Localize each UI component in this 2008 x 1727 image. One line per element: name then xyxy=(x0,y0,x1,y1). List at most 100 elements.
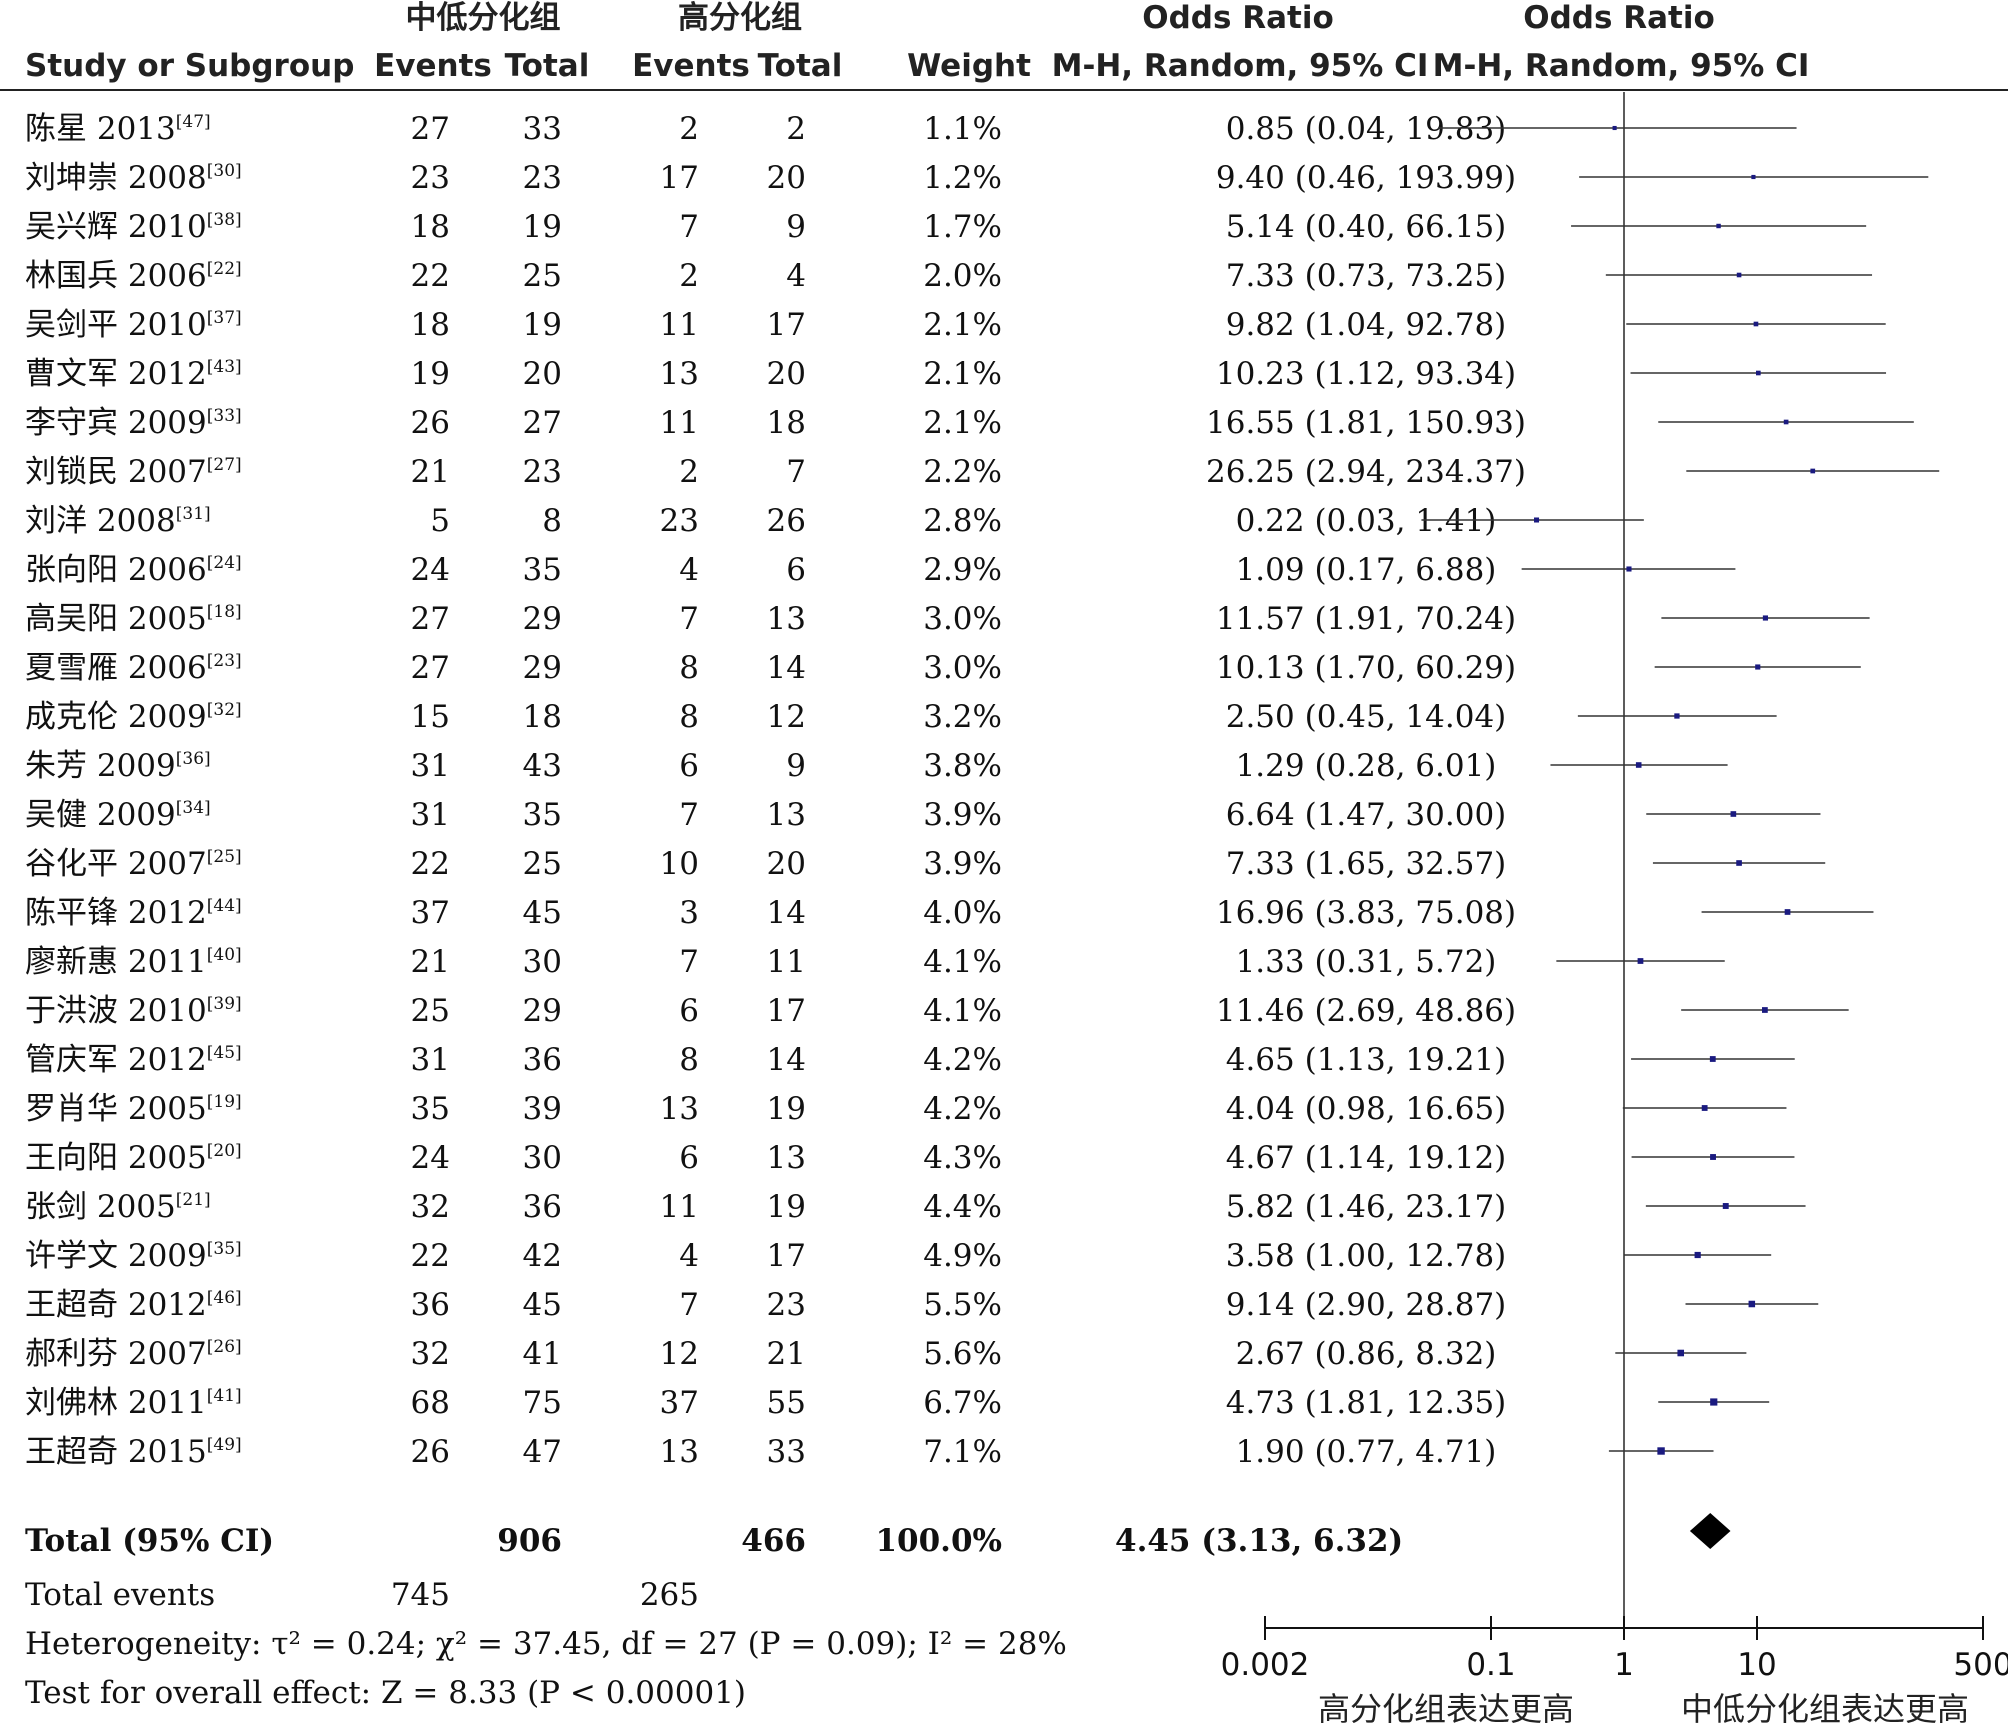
study-events-2: 8 xyxy=(679,699,699,735)
overall-effect-stats: Test for overall effect: Z = 8.33 (P < 0… xyxy=(25,1675,746,1711)
study-weight: 2.9% xyxy=(923,552,1002,588)
study-name: 林国兵 2006[22] xyxy=(25,258,242,294)
study-weight: 3.9% xyxy=(923,797,1002,833)
study-events-1: 22 xyxy=(411,846,450,882)
study-or-ci: 0.22 (0.03, 1.41) xyxy=(1236,503,1497,539)
point-estimate xyxy=(1762,615,1769,621)
study-weight: 4.4% xyxy=(923,1189,1002,1225)
study-or-ci: 5.82 (1.46, 23.17) xyxy=(1226,1189,1507,1225)
total-events-2: 265 xyxy=(640,1577,699,1613)
study-name: 曹文军 2012[43] xyxy=(25,356,242,392)
study-total-1: 47 xyxy=(523,1434,562,1470)
study-total-2: 55 xyxy=(767,1385,806,1421)
study-or-ci: 9.14 (2.90, 28.87) xyxy=(1226,1287,1507,1323)
study-events-1: 24 xyxy=(411,1140,450,1176)
study-total-2: 14 xyxy=(767,1042,806,1078)
study-reference: [18] xyxy=(207,602,242,622)
study-name: 谷化平 2007[25] xyxy=(25,846,242,882)
study-total-2: 4 xyxy=(786,258,806,294)
study-total-1: 19 xyxy=(523,209,562,245)
study-reference: [27] xyxy=(207,455,242,475)
study-total-2: 2 xyxy=(786,111,806,147)
study-events-1: 26 xyxy=(411,1434,450,1470)
study-or-ci: 16.55 (1.81, 150.93) xyxy=(1206,405,1526,441)
favours-right-label: 中低分化组表达更高 xyxy=(1681,1690,1969,1727)
study-events-2: 37 xyxy=(660,1385,699,1421)
study-total-1: 8 xyxy=(542,503,562,539)
study-total-1: 18 xyxy=(523,699,562,735)
study-name: 张剑 2005[21] xyxy=(25,1189,211,1225)
study-events-2: 2 xyxy=(679,454,699,490)
study-column-header: Study or Subgroup xyxy=(25,48,354,84)
study-weight: 4.0% xyxy=(923,895,1002,931)
study-events-1: 68 xyxy=(411,1385,450,1421)
study-weight: 2.2% xyxy=(923,454,1002,490)
total-n-1: 906 xyxy=(497,1523,562,1559)
plot-area xyxy=(1421,92,1940,1628)
tick-label: 1 xyxy=(1614,1647,1634,1683)
study-total-1: 27 xyxy=(523,405,562,441)
study-weight: 4.1% xyxy=(923,944,1002,980)
total-2-header: Total xyxy=(758,48,843,84)
study-reference: [33] xyxy=(207,406,242,426)
study-events-2: 8 xyxy=(679,1042,699,1078)
study-total-2: 17 xyxy=(767,1238,806,1274)
study-name: 朱芳 2009[36] xyxy=(25,748,211,784)
point-estimate xyxy=(1730,811,1737,817)
study-name: 吴兴辉 2010[38] xyxy=(25,209,242,245)
study-weight: 3.2% xyxy=(923,699,1002,735)
study-events-1: 15 xyxy=(411,699,450,735)
study-or-ci: 26.25 (2.94, 234.37) xyxy=(1206,454,1526,490)
group1-title: 中低分化组 xyxy=(406,0,561,36)
tick-label: 0.1 xyxy=(1466,1647,1515,1683)
study-rows: 陈星 2013[47] 27 33 2 2 1.1% 0.85 (0.04, 19.83)刘… xyxy=(25,111,1526,1470)
study-name: 罗肖华 2005[19] xyxy=(25,1091,242,1127)
study-weight: 1.7% xyxy=(923,209,1002,245)
study-name: 吴健 2009[34] xyxy=(25,797,211,833)
favours-left-label: 高分化组表达更高 xyxy=(1318,1690,1574,1727)
study-or-ci: 16.96 (3.83, 75.08) xyxy=(1216,895,1516,931)
study-total-2: 17 xyxy=(767,307,806,343)
study-name: 管庆军 2012[45] xyxy=(25,1042,242,1078)
study-events-1: 31 xyxy=(411,748,450,784)
study-or-ci: 6.64 (1.47, 30.00) xyxy=(1226,797,1507,833)
study-events-2: 4 xyxy=(679,552,699,588)
study-total-1: 19 xyxy=(523,307,562,343)
study-events-2: 11 xyxy=(660,1189,699,1225)
study-weight: 4.2% xyxy=(923,1091,1002,1127)
study-name: 王超奇 2015[49] xyxy=(25,1434,242,1470)
study-name: 王超奇 2012[46] xyxy=(25,1287,242,1323)
total-n-2: 466 xyxy=(741,1523,806,1559)
study-or-ci: 7.33 (1.65, 32.57) xyxy=(1226,846,1507,882)
study-events-1: 32 xyxy=(411,1189,450,1225)
study-total-2: 7 xyxy=(786,454,806,490)
study-or-ci: 1.33 (0.31, 5.72) xyxy=(1236,944,1497,980)
tick-label: 500 xyxy=(1953,1647,2008,1683)
study-or-ci: 7.33 (0.73, 73.25) xyxy=(1226,258,1507,294)
study-reference: [47] xyxy=(176,112,211,132)
total-or-ci: 4.45 (3.13, 6.32) xyxy=(1115,1523,1403,1559)
x-axis: 0.002 0.1 1 10 500 xyxy=(1221,1616,2008,1683)
total-1-header: Total xyxy=(505,48,590,84)
study-events-2: 17 xyxy=(660,160,699,196)
study-or-ci: 3.58 (1.00, 12.78) xyxy=(1226,1238,1507,1274)
point-estimate xyxy=(1736,272,1742,278)
study-or-ci: 11.57 (1.91, 70.24) xyxy=(1216,601,1516,637)
study-or-ci: 10.13 (1.70, 60.29) xyxy=(1216,650,1516,686)
point-estimate xyxy=(1710,1398,1718,1406)
point-estimate xyxy=(1709,1056,1716,1062)
study-or-ci: 9.40 (0.46, 193.99) xyxy=(1216,160,1516,196)
study-name: 刘坤崇 2008[30] xyxy=(25,160,242,196)
study-events-2: 11 xyxy=(660,405,699,441)
study-events-1: 27 xyxy=(411,650,450,686)
study-weight: 2.8% xyxy=(923,503,1002,539)
study-reference: [41] xyxy=(207,1386,242,1406)
study-weight: 1.2% xyxy=(923,160,1002,196)
study-weight: 2.1% xyxy=(923,405,1002,441)
study-name: 张向阳 2006[24] xyxy=(25,552,242,588)
study-total-1: 45 xyxy=(523,1287,562,1323)
study-events-2: 8 xyxy=(679,650,699,686)
study-reference: [23] xyxy=(207,651,242,671)
study-events-1: 22 xyxy=(411,258,450,294)
